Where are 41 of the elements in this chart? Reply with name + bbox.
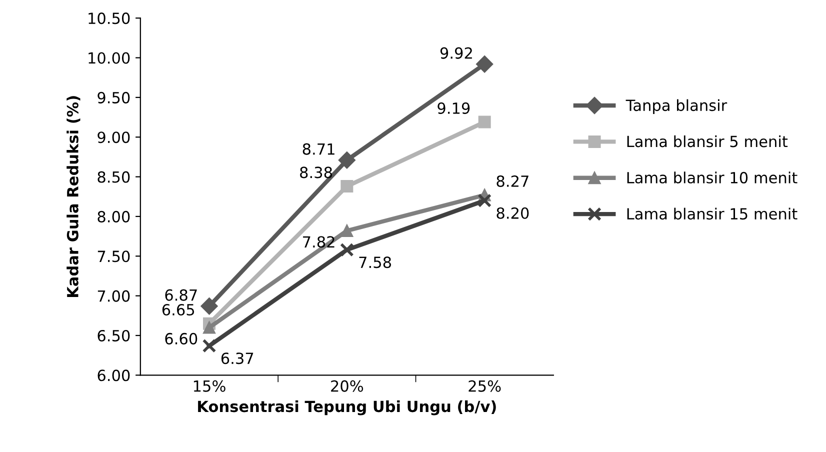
data-label: 7.82 — [303, 236, 334, 248]
legend-label: Lama blansir 15 menit — [627, 208, 798, 220]
data-label: 6.65 — [162, 304, 194, 316]
data-label: 8.20 — [496, 207, 529, 219]
point — [340, 242, 354, 257]
y-axis-title: Kadar Gula Reduksi (%) — [66, 96, 80, 297]
point — [478, 194, 492, 208]
y-tick-label: 8.00 — [98, 210, 130, 222]
y-tick-label: 7.00 — [98, 290, 130, 302]
point — [203, 321, 216, 334]
point — [338, 152, 356, 169]
y-tick-label: 9.50 — [98, 92, 130, 104]
legend-label: Lama blansir 10 menit — [627, 172, 798, 184]
y-tick-label: 6.50 — [98, 330, 130, 342]
data-label: 9.19 — [438, 102, 470, 114]
data-label: 8.38 — [300, 166, 332, 178]
data-label: 6.60 — [165, 332, 198, 344]
point — [476, 56, 494, 73]
x-tick-label: 25% — [468, 380, 501, 392]
x-axis-title: Konsentrasi Tepung Ubi Ungu (b/v) — [198, 400, 496, 416]
x-tick-label: 15% — [194, 380, 226, 392]
point — [340, 224, 354, 237]
y-tick-label: 6.00 — [98, 370, 130, 382]
point — [478, 116, 491, 128]
data-label: 7.58 — [359, 256, 392, 268]
y-tick-label: 7.50 — [98, 250, 130, 262]
data-label: 8.27 — [496, 175, 528, 187]
point — [200, 298, 218, 315]
x-tick-label: 20% — [331, 380, 364, 392]
data-label: 6.87 — [165, 289, 197, 301]
legend-label: Tanpa blansir — [626, 99, 728, 114]
point — [340, 180, 354, 193]
y-tick-label: 10.00 — [88, 52, 130, 64]
legend-label: Lama blansir 5 menit — [627, 135, 788, 148]
y-tick-label: 9.00 — [98, 132, 130, 144]
y-tick-label: 10.50 — [88, 12, 130, 24]
point — [202, 338, 216, 353]
y-tick-label: 8.50 — [98, 171, 130, 183]
data-label: 6.37 — [221, 352, 254, 364]
data-label: 8.71 — [302, 143, 334, 155]
data-label: 9.92 — [440, 47, 472, 59]
